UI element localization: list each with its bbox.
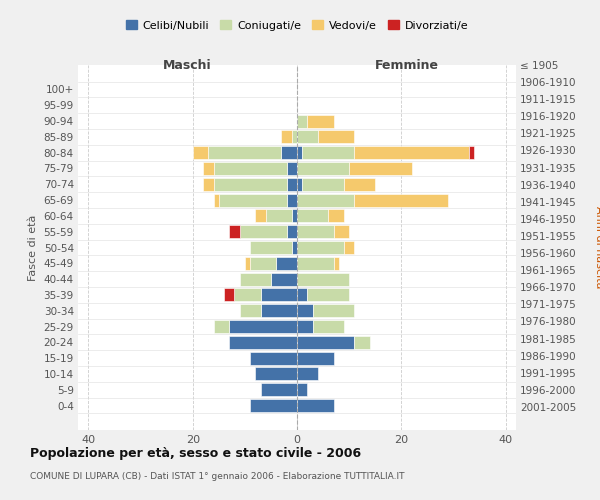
Bar [344,241,355,254]
Bar [239,225,287,238]
Bar [292,241,297,254]
Bar [334,257,339,270]
Bar [193,146,208,159]
Bar [260,383,297,396]
Bar [250,257,276,270]
Bar [297,210,328,222]
Bar [287,178,297,191]
Bar [297,257,334,270]
Bar [355,194,448,206]
Legend: Celibi/Nubili, Coniugati/e, Vedovi/e, Divorziati/e: Celibi/Nubili, Coniugati/e, Vedovi/e, Di… [121,16,473,35]
Bar [313,304,355,317]
Bar [297,352,334,364]
Bar [297,336,355,349]
Bar [297,304,313,317]
Bar [214,162,287,175]
Bar [235,288,260,302]
Bar [297,383,307,396]
Bar [297,114,307,128]
Bar [297,320,313,333]
Bar [281,130,292,143]
Bar [469,146,474,159]
Bar [255,210,266,222]
Text: Popolazione per età, sesso e stato civile - 2006: Popolazione per età, sesso e stato civil… [30,448,361,460]
Bar [203,162,214,175]
Bar [292,130,297,143]
Y-axis label: Anni di nascita: Anni di nascita [593,206,600,289]
Bar [297,272,349,285]
Bar [287,194,297,206]
Bar [297,399,334,412]
Bar [287,162,297,175]
Bar [250,352,297,364]
Bar [250,241,292,254]
Bar [260,304,297,317]
Bar [255,368,297,380]
Bar [229,336,297,349]
Bar [302,178,344,191]
Bar [214,178,287,191]
Text: Femmine: Femmine [374,59,439,72]
Bar [355,336,370,349]
Bar [292,210,297,222]
Bar [297,225,334,238]
Bar [297,368,318,380]
Bar [239,272,271,285]
Bar [281,146,297,159]
Bar [297,288,307,302]
Bar [287,225,297,238]
Bar [318,130,355,143]
Bar [297,194,355,206]
Bar [245,257,250,270]
Bar [224,288,235,302]
Bar [208,146,281,159]
Bar [297,146,302,159]
Bar [297,178,302,191]
Bar [307,288,349,302]
Y-axis label: Fasce di età: Fasce di età [28,214,38,280]
Bar [219,194,287,206]
Bar [260,288,297,302]
Bar [328,210,344,222]
Bar [214,194,219,206]
Bar [297,162,349,175]
Bar [250,399,297,412]
Bar [349,162,412,175]
Bar [302,146,355,159]
Text: Maschi: Maschi [163,59,212,72]
Bar [297,130,318,143]
Bar [276,257,297,270]
Bar [307,114,334,128]
Bar [203,178,214,191]
Bar [313,320,344,333]
Bar [229,320,297,333]
Bar [239,304,260,317]
Bar [355,146,469,159]
Bar [297,241,344,254]
Bar [214,320,229,333]
Text: COMUNE DI LUPARA (CB) - Dati ISTAT 1° gennaio 2006 - Elaborazione TUTTITALIA.IT: COMUNE DI LUPARA (CB) - Dati ISTAT 1° ge… [30,472,404,481]
Bar [266,210,292,222]
Bar [271,272,297,285]
Bar [344,178,375,191]
Bar [229,225,239,238]
Bar [334,225,349,238]
